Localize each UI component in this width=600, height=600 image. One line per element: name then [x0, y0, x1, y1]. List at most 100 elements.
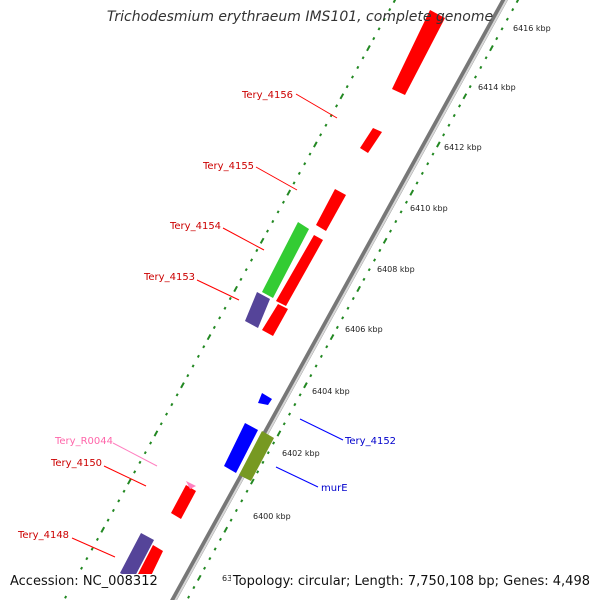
track-dot [309, 374, 313, 378]
scale-tick-label: 6404 kbp [312, 387, 350, 396]
track-dot [361, 56, 365, 60]
track-dot [345, 85, 349, 89]
track-dot [261, 460, 265, 464]
track-dot [339, 93, 345, 100]
label-murE[interactable]: murE [321, 483, 348, 494]
track-dot [106, 518, 110, 522]
callout-line-tery-4153 [196, 279, 240, 301]
gene-tery-4154-red[interactable] [276, 235, 323, 306]
track-dot [228, 296, 232, 301]
feature-tery-4153-purple[interactable] [245, 292, 270, 328]
track-dot [308, 152, 312, 156]
track-dot [218, 537, 222, 541]
track-dot [426, 162, 430, 166]
track-dot [346, 306, 350, 310]
track-dot [80, 566, 84, 570]
track-dot [165, 412, 169, 416]
track-dot [218, 316, 222, 320]
trna-tery-r0044[interactable] [186, 481, 196, 489]
gene-tery-4155[interactable] [316, 189, 346, 231]
track-dot [415, 181, 419, 185]
track-dot [436, 141, 441, 148]
label-tery-4152[interactable]: Tery_4152 [344, 436, 396, 447]
track-dot [335, 104, 339, 108]
track-dot [341, 316, 345, 320]
track-dot [293, 402, 297, 407]
track-dot [351, 296, 355, 301]
feature-murE-olive[interactable] [239, 431, 274, 481]
track-dot [462, 93, 468, 100]
track-dot [511, 8, 515, 12]
track-dot [153, 430, 159, 437]
track-dot [149, 441, 153, 445]
track-dot [256, 470, 260, 474]
callout-line-tery-4152 [299, 418, 344, 441]
label-tery-4155[interactable]: Tery_4155 [202, 161, 254, 172]
callout-line-tery-4154 [222, 227, 265, 251]
scale-tick-label: 6412 kbp [444, 143, 482, 152]
scale-tick-label: 6414 kbp [478, 83, 516, 92]
track-dot [292, 181, 296, 185]
track-dot [196, 574, 202, 581]
label-tery-r0044[interactable]: Tery_R0044 [54, 436, 113, 447]
callout-line-tery-4150 [103, 465, 147, 487]
track-dot [282, 422, 286, 426]
track-dot [392, 0, 397, 4]
callout-line-murE [275, 466, 319, 488]
track-dot [484, 56, 488, 60]
feature-tery-4154-green[interactable] [262, 222, 309, 298]
track-dot [367, 268, 371, 272]
track-dot [356, 65, 360, 70]
track-dot [388, 8, 392, 12]
label-tery-4153[interactable]: Tery_4153 [143, 272, 195, 283]
track-dot [250, 478, 255, 485]
gene-tery-4152[interactable] [224, 423, 258, 473]
gene-tery-4150[interactable] [171, 485, 196, 519]
genome-backbone [170, 0, 508, 600]
track-dot [382, 17, 386, 21]
gene-tery-4157[interactable] [392, 10, 445, 95]
track-dot [420, 171, 424, 175]
label-tery-4150[interactable]: Tery_4150 [50, 458, 102, 469]
callout-line-tery-r0044 [112, 442, 158, 467]
genome-summary-text: Topology: circular; Length: 7,750,108 bp… [230, 574, 592, 589]
track-dot [399, 210, 403, 214]
track-dot [186, 374, 190, 378]
track-dot [281, 200, 285, 204]
dotted-track-right [187, 0, 520, 599]
track-dot [409, 189, 415, 196]
track-dot [223, 526, 229, 533]
track-dot [288, 412, 292, 416]
gene-features [120, 10, 445, 580]
track-dot [212, 325, 216, 330]
track-dot [245, 489, 249, 493]
feature-tery-4148-purple[interactable] [120, 533, 154, 580]
gene-small-blue[interactable] [258, 393, 272, 405]
scale-tick-label: 6408 kbp [377, 265, 415, 274]
track-dot [303, 162, 307, 166]
track-dot [319, 133, 323, 137]
track-dot [297, 171, 301, 175]
track-dot [239, 277, 243, 281]
track-dot [233, 285, 238, 293]
label-tery-4154[interactable]: Tery_4154 [169, 221, 221, 232]
track-dot [138, 460, 142, 464]
track-dot [208, 557, 212, 561]
label-tery-4148[interactable]: Tery_4148 [17, 530, 69, 541]
track-dot [378, 248, 382, 253]
gene-tery-4148-red[interactable] [138, 545, 163, 580]
track-dot [64, 595, 68, 599]
track-dot [234, 508, 238, 513]
scale-tick-label: 6402 kbp [282, 449, 320, 458]
track-dot [286, 189, 292, 196]
track-dot [266, 229, 269, 233]
gene-tery-4153-red[interactable] [262, 304, 288, 336]
track-dot [303, 382, 308, 389]
label-tery-4156[interactable]: Tery_4156 [241, 90, 293, 101]
scale-tick-label: 6410 kbp [410, 204, 448, 213]
track-dot [272, 441, 276, 445]
genome-backbone-highlight [174, 0, 508, 600]
track-dot [276, 430, 282, 437]
track-dot [133, 470, 137, 474]
gene-tery-4156[interactable] [360, 128, 382, 153]
